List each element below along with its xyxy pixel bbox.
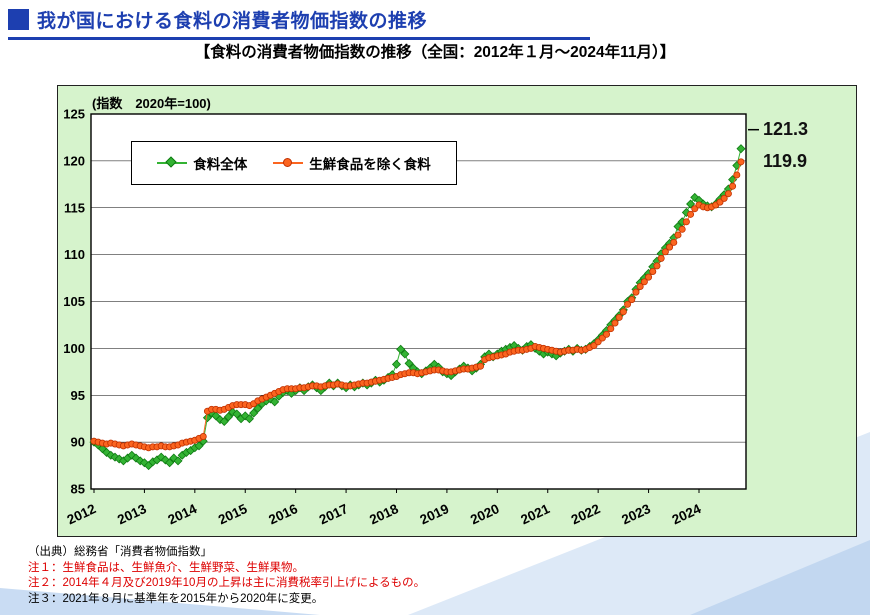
axis-unit-label: (指数 2020年=100)	[92, 96, 211, 111]
svg-text:2020: 2020	[468, 501, 502, 527]
svg-text:2017: 2017	[317, 501, 351, 527]
note-2: 注２：2014年４月及び2019年10月の上昇は主に消費税率引上げによるもの。	[28, 577, 426, 589]
svg-text:120: 120	[63, 153, 85, 168]
svg-text:90: 90	[71, 435, 85, 450]
svg-text:2015: 2015	[216, 501, 250, 527]
legend-key-food-ex-fresh	[273, 157, 304, 169]
svg-text:2013: 2013	[115, 501, 149, 527]
svg-text:2023: 2023	[619, 501, 653, 527]
svg-text:2016: 2016	[266, 501, 300, 527]
svg-text:110: 110	[64, 247, 85, 262]
legend-label-food-ex-fresh: 生鮮食品を除く食料	[309, 157, 431, 172]
chart-panel: 85 90 95 100 105 110 115 120 125 2012 2013 2014 2015…	[57, 85, 857, 537]
chart-legend: 食料全体 生鮮食品を除く食料	[131, 141, 457, 185]
svg-text:2012: 2012	[65, 501, 99, 527]
svg-text:2021: 2021	[518, 501, 552, 527]
svg-text:85: 85	[71, 482, 85, 497]
svg-text:2024: 2024	[670, 501, 704, 527]
chart-subtitle: 【食料の消費者物価指数の推移（全国：2012年１月～2024年11月）】	[194, 44, 676, 61]
legend-label-all-food: 食料全体	[193, 157, 248, 172]
svg-text:125: 125	[63, 107, 85, 122]
title-square-icon	[8, 9, 29, 30]
legend-item-food-ex-fresh: 生鮮食品を除く食料	[273, 153, 431, 173]
footnotes: （出典）総務省「消費者物価指数」 注１：生鮮食品は、生鮮魚介、生鮮野菜、生鮮果物…	[28, 545, 425, 607]
svg-text:115: 115	[64, 200, 85, 215]
page-title: 我が国における食料の消費者物価指数の推移	[37, 11, 428, 32]
legend-key-all-food	[157, 156, 188, 169]
svg-text:2022: 2022	[569, 501, 603, 527]
end-label-series1: 121.3	[763, 118, 809, 139]
end-label-series2: 119.9	[763, 150, 808, 171]
note-3: 注３：2021年８月に基準年を2015年から2020年に変更。	[28, 592, 324, 605]
svg-text:105: 105	[63, 294, 85, 309]
note-1: 注１：生鮮食品は、生鮮魚介、生鮮野菜、生鮮果物。	[28, 561, 304, 574]
svg-text:100: 100	[63, 341, 85, 356]
svg-text:2018: 2018	[367, 501, 401, 527]
diamond-marker-icon	[165, 156, 177, 168]
legend-item-all-food: 食料全体	[157, 153, 247, 173]
svg-text:2019: 2019	[418, 501, 452, 527]
svg-text:2014: 2014	[166, 501, 200, 527]
circle-marker-icon	[283, 158, 293, 167]
svg-text:95: 95	[71, 388, 85, 403]
note-source: （出典）総務省「消費者物価指数」	[28, 546, 212, 558]
header: 我が国における食料の消費者物価指数の推移	[8, 6, 590, 40]
